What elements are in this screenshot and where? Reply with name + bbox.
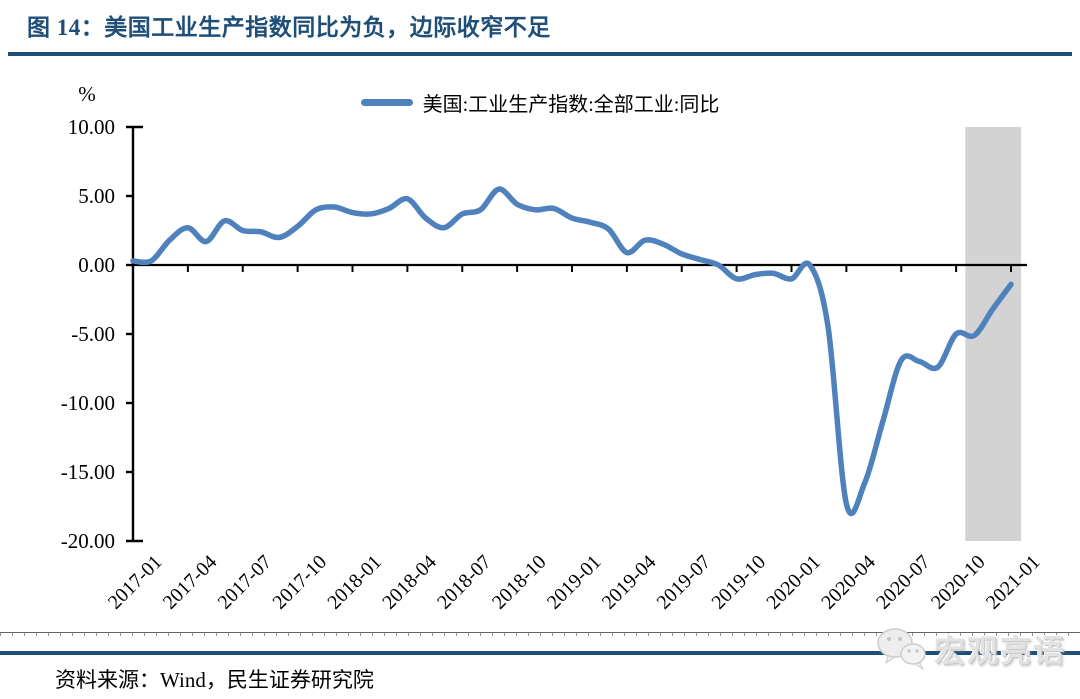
x-tick-label: 2019-01 — [543, 551, 606, 614]
title-underline — [8, 52, 1072, 56]
x-tick-label: 2017-10 — [268, 551, 331, 614]
y-axis-unit-label: % — [78, 82, 96, 106]
data-source-text: 资料来源：Wind，民生证券研究院 — [55, 668, 374, 692]
y-tick-label: -5.00 — [71, 322, 115, 346]
y-tick-label: -20.00 — [61, 529, 115, 553]
x-tick-label: 2018-04 — [378, 551, 441, 614]
legend-series-label: 美国:工业生产指数:全部工业:同比 — [422, 93, 720, 116]
x-tick-label: 2020-10 — [927, 551, 990, 614]
x-tick-label: 2019-07 — [653, 551, 716, 614]
y-tick-label: -15.00 — [61, 460, 115, 484]
line-chart-plot: 10.005.000.00-5.00-10.00-15.00-20.002017… — [61, 115, 1045, 614]
ruler-ticks — [0, 633, 1080, 636]
x-tick-label: 2017-07 — [214, 551, 277, 614]
figure-title: 图 14：美国工业生产指数同比为负，边际收窄不足 — [27, 15, 551, 40]
y-tick-label: 5.00 — [78, 184, 115, 208]
legend-line-swatch — [360, 98, 413, 106]
ruler-line — [0, 632, 1080, 633]
x-tick-label: 2017-04 — [159, 551, 222, 614]
x-tick-label: 2020-07 — [872, 551, 935, 614]
series-line — [130, 186, 1014, 516]
chart-bottom-ruler — [0, 632, 1080, 637]
x-tick-label: 2021-01 — [982, 551, 1045, 614]
chart-legend: 美国:工业生产指数:全部工业:同比 — [0, 88, 1080, 116]
y-tick-label: 10.00 — [68, 115, 115, 139]
x-tick-label: 2018-07 — [433, 551, 496, 614]
x-tick-label: 2019-04 — [598, 551, 661, 614]
x-tick-label: 2020-01 — [762, 551, 825, 614]
y-tick-label: 0.00 — [78, 253, 115, 277]
x-tick-label: 2018-01 — [323, 551, 386, 614]
footer-divider — [0, 651, 1080, 655]
x-tick-label: 2018-10 — [488, 551, 551, 614]
x-tick-label: 2020-04 — [817, 551, 880, 614]
y-tick-label: -10.00 — [61, 391, 115, 415]
x-tick-label: 2019-10 — [707, 551, 770, 614]
x-tick-label: 2017-01 — [104, 551, 167, 614]
